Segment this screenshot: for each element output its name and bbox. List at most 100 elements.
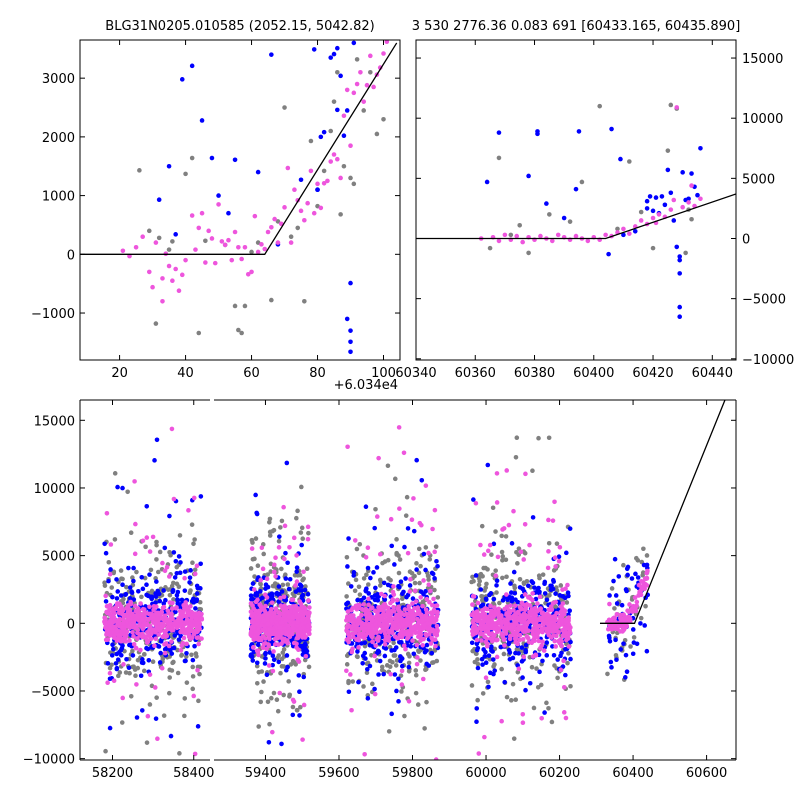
data-point — [478, 631, 483, 637]
data-point — [283, 617, 289, 623]
data-point — [162, 568, 168, 574]
data-point — [216, 202, 221, 207]
data-point — [494, 654, 500, 660]
data-point — [301, 674, 307, 680]
data-point — [559, 643, 564, 649]
data-point — [112, 635, 117, 641]
data-point — [348, 349, 353, 355]
data-point — [275, 219, 281, 224]
data-point — [420, 676, 426, 682]
data-point — [348, 328, 353, 333]
data-point — [285, 630, 291, 635]
data-point — [177, 533, 183, 538]
data-point — [182, 575, 187, 581]
data-point — [630, 651, 636, 657]
data-point — [386, 628, 392, 634]
data-point — [689, 216, 694, 222]
data-point — [659, 194, 665, 199]
data-point — [537, 669, 542, 675]
data-point — [354, 57, 360, 62]
data-point — [563, 672, 568, 678]
data-point — [131, 634, 136, 639]
data-point — [509, 541, 515, 546]
data-point — [265, 229, 271, 235]
data-point — [308, 138, 314, 144]
data-point — [396, 425, 402, 430]
data-point — [641, 546, 646, 552]
data-point — [267, 627, 273, 632]
bottom-panel: 58200 58400 59400 59600 59800 60000 60200 60400… — [23, 399, 737, 781]
data-point — [513, 454, 519, 460]
data-point — [538, 606, 544, 611]
data-point — [141, 652, 147, 657]
data-point — [370, 681, 375, 687]
data-point — [298, 704, 303, 710]
data-point — [269, 593, 275, 599]
data-point — [321, 180, 327, 186]
data-point — [375, 598, 381, 603]
data-point — [271, 657, 277, 663]
data-point — [490, 649, 495, 654]
data-point — [420, 603, 425, 609]
data-point — [494, 590, 499, 595]
data-point — [298, 208, 304, 214]
data-point — [432, 549, 438, 555]
data-point — [677, 314, 683, 319]
data-point — [360, 660, 365, 666]
data-point — [653, 195, 659, 200]
data-point — [537, 616, 543, 621]
data-point — [299, 484, 304, 490]
data-point — [474, 719, 479, 725]
data-point — [297, 599, 303, 604]
data-point — [481, 552, 487, 557]
data-point — [102, 541, 107, 547]
data-point — [387, 664, 393, 670]
data-point — [174, 571, 180, 576]
data-point — [129, 589, 135, 595]
data-point — [193, 611, 199, 617]
data-point — [357, 592, 363, 597]
data-point — [362, 751, 367, 757]
data-point — [259, 242, 264, 247]
data-point — [484, 581, 489, 587]
data-point — [111, 678, 117, 683]
data-point — [634, 599, 640, 605]
data-point — [677, 257, 683, 263]
data-point — [613, 593, 619, 598]
data-point — [394, 537, 399, 542]
data-point — [408, 609, 414, 614]
data-point — [424, 661, 430, 667]
data-point — [622, 637, 628, 643]
data-point — [523, 687, 528, 693]
data-point — [536, 590, 542, 596]
data-point — [488, 603, 493, 609]
data-point — [371, 84, 376, 90]
data-point — [159, 665, 165, 671]
data-point — [253, 608, 258, 614]
data-point — [102, 619, 107, 625]
data-point — [404, 494, 410, 500]
data-point — [179, 597, 185, 603]
data-point — [486, 618, 491, 624]
data-point — [180, 613, 186, 619]
data-point — [350, 679, 356, 684]
x-tick-label: 80 — [309, 366, 326, 381]
data-point — [363, 656, 368, 661]
data-point — [276, 659, 282, 665]
data-point — [410, 614, 416, 620]
data-point — [363, 588, 369, 593]
data-point — [504, 468, 510, 473]
data-point — [614, 601, 620, 606]
data-point — [396, 699, 401, 704]
data-point — [301, 648, 306, 654]
data-point — [261, 679, 266, 684]
data-point — [120, 248, 126, 254]
data-point — [478, 542, 483, 548]
data-point — [150, 284, 155, 290]
data-point — [156, 644, 162, 649]
y-tick-label: 1000 — [42, 190, 75, 205]
data-point — [167, 513, 172, 519]
data-point — [206, 228, 211, 234]
data-point — [639, 579, 644, 584]
data-point — [361, 684, 366, 689]
